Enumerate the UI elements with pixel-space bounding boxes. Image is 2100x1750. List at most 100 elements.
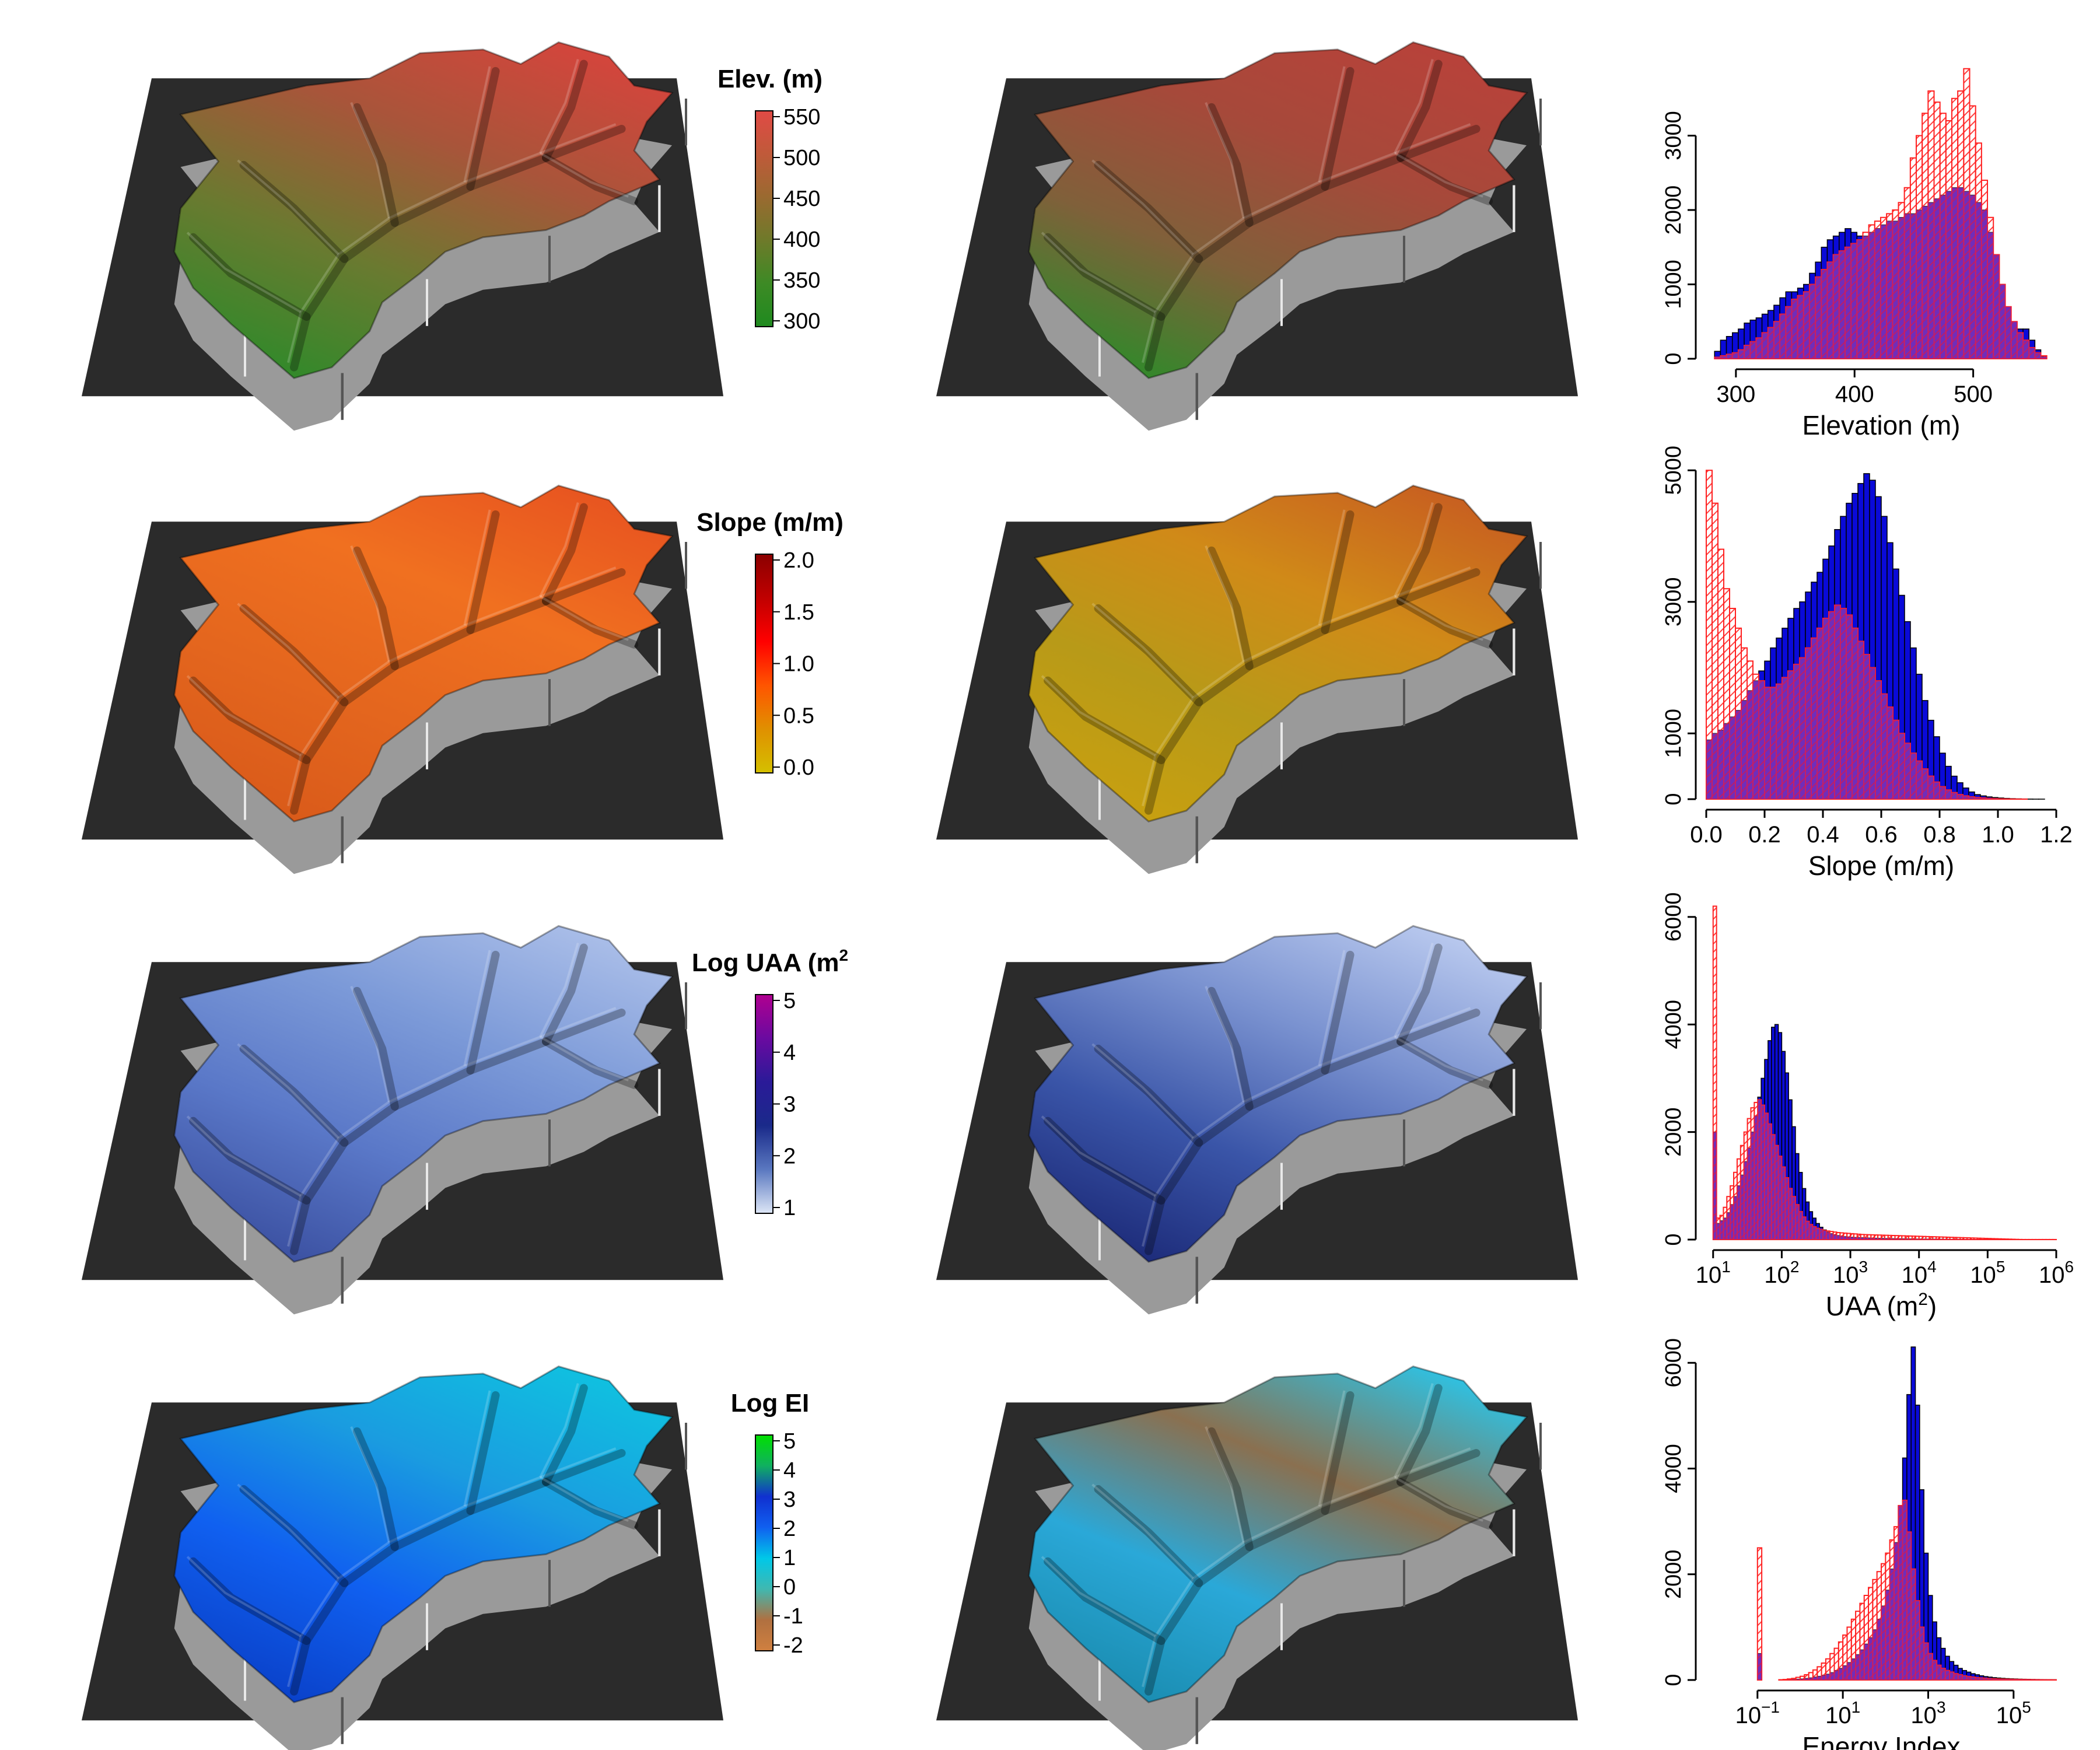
overlap-bar	[1834, 1670, 1839, 1680]
overlap-bar	[1902, 1500, 1907, 1680]
overlap-bar	[1730, 717, 1735, 799]
colorbar-tick-label: 1.5	[783, 600, 814, 625]
overlap-bar	[1966, 1676, 1971, 1680]
overlap-bar	[1796, 1679, 1800, 1680]
overlap-bar	[1894, 1542, 1899, 1680]
overlap-bar	[2026, 1679, 2031, 1680]
overlap-bar	[1802, 1217, 1806, 1240]
colorbar-tick-label: 5	[783, 989, 796, 1013]
overlap-bar	[1804, 1678, 1809, 1680]
overlap-bar	[1940, 1239, 1943, 1240]
overlap-bar	[1712, 733, 1718, 799]
overlap-bar	[1992, 1678, 1997, 1680]
terrain-panel	[82, 41, 723, 431]
overlap-bar	[1843, 1236, 1847, 1240]
terrain-ridge	[1041, 232, 1156, 313]
x-axis-label: UAA (m2)	[1826, 1290, 1937, 1321]
overlap-bar	[1845, 247, 1852, 359]
terrain-ridge	[1394, 58, 1434, 154]
overlap-bar	[1773, 321, 1780, 359]
overlap-bar	[1770, 687, 1776, 799]
terrain-ridge	[540, 1035, 629, 1082]
x-tick-label: 101	[1825, 1698, 1860, 1728]
overlap-bar	[1805, 648, 1811, 799]
overlap-bar	[1993, 254, 2000, 359]
overlap-bar	[1839, 251, 1845, 359]
y-tick-label: 2000	[1661, 1107, 1686, 1157]
overlap-bar	[1881, 1238, 1885, 1240]
overlap-bar	[1946, 1239, 1950, 1240]
overlap-bar	[1999, 284, 2006, 359]
overlap-bar	[1817, 628, 1823, 799]
colorbar-gradient	[755, 1434, 774, 1651]
colorbar-title: Slope (m/m)	[696, 508, 844, 537]
overlap-bar	[1774, 1145, 1779, 1240]
overlap-bar	[1851, 243, 1857, 359]
terrain-panel	[82, 1365, 723, 1750]
overlap-bar	[1979, 1678, 1984, 1680]
terrain-ridge	[186, 1556, 302, 1637]
overlap-bar	[1780, 314, 1786, 359]
overlap-bar	[1878, 1238, 1881, 1240]
overlap-bar	[1958, 1674, 1963, 1680]
x-axis-label-close: )	[1928, 1291, 1937, 1321]
overlap-bar	[1768, 327, 1774, 359]
overlap-bar	[1891, 1238, 1895, 1240]
overlap-bar	[1898, 1238, 1902, 1240]
terrain-ridge	[237, 1043, 340, 1139]
colorbar-tick-label: 500	[783, 146, 820, 170]
terrain-panel	[936, 41, 1578, 431]
terrain-ridge	[539, 1382, 579, 1478]
colorbar-title-sup: 2	[839, 946, 848, 964]
terrain-surface	[1028, 484, 1528, 822]
overlap-bar	[1863, 236, 1869, 359]
overlap-bar	[1857, 240, 1863, 359]
overlap-bar	[1958, 187, 1964, 359]
overlap-bar	[1776, 684, 1782, 799]
terrain-valley	[189, 676, 311, 764]
overlap-bar	[2009, 1679, 2014, 1680]
terrain-valley	[1396, 1478, 1493, 1530]
overlap-bar	[1829, 611, 1835, 799]
overlap-bar	[1825, 1674, 1831, 1680]
overlap-bar	[1868, 1637, 1873, 1680]
colorbar-tick-label: 4	[783, 1041, 796, 1065]
y-tick-label: 3000	[1661, 577, 1686, 626]
overlap-bar	[1768, 1124, 1772, 1240]
terrain-panel	[936, 484, 1578, 874]
overlap-bar	[1821, 1675, 1826, 1680]
overlap-bar	[1860, 1237, 1864, 1240]
terrain-ridge	[287, 123, 617, 363]
terrain-valley	[1094, 604, 1203, 706]
overlap-bar	[1980, 797, 1986, 799]
colorbar-tick-label: 0.0	[783, 755, 814, 780]
overlap-bar	[1714, 357, 1721, 359]
terrain-ridge	[1318, 950, 1346, 1066]
colorbar-tick-label: -2	[783, 1633, 803, 1658]
overlap-bar	[1808, 1678, 1813, 1680]
overlap-bar	[1785, 1177, 1789, 1240]
x-tick-label-sup: 3	[1859, 1258, 1868, 1276]
overlap-bar	[1924, 1643, 1929, 1680]
terrain-valley	[1208, 103, 1254, 227]
terrain-valley	[353, 1427, 399, 1551]
x-tick-label: 0.6	[1865, 822, 1898, 848]
terrain-ridge	[540, 1476, 629, 1522]
terrain-ridge	[1394, 1476, 1483, 1522]
terrain-valley	[542, 597, 639, 649]
overlap-bar	[1881, 1606, 1886, 1680]
terrain-ridge	[287, 566, 617, 807]
overlap-bar	[1915, 1601, 1920, 1680]
overlap-bar	[1928, 1653, 1933, 1680]
overlap-bar	[1874, 1238, 1878, 1240]
overlap-bar	[1771, 1135, 1775, 1240]
overlap-bar	[1762, 332, 1768, 359]
overlap-bar	[1906, 1532, 1912, 1680]
overlap-bar	[1833, 254, 1839, 359]
terrain-valley	[542, 1037, 639, 1089]
overlap-bar	[1934, 782, 1940, 799]
overlap-bar	[1786, 306, 1792, 359]
overlap-bar	[1867, 1238, 1871, 1240]
terrain-ridge	[540, 595, 629, 641]
overlap-bar	[1823, 618, 1829, 799]
